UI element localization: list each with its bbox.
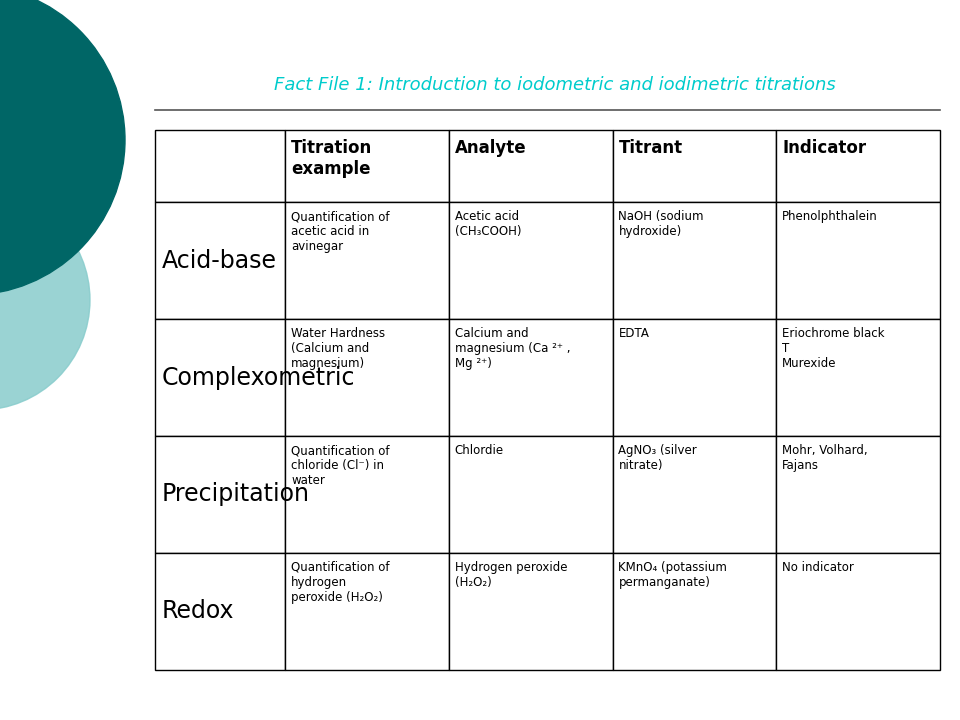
Text: EDTA: EDTA [618,327,649,340]
Bar [448,553,612,670]
Bar [155,319,285,436]
Text: Phenolphthalein: Phenolphthalein [782,210,878,223]
Text: Hydrogen peroxide
(H₂O₂): Hydrogen peroxide (H₂O₂) [455,561,567,589]
Text: Redox: Redox [162,600,234,624]
Bar [777,436,940,553]
Bar [777,130,940,202]
Bar [612,319,777,436]
Bar [448,202,612,319]
Text: NaOH (sodium
hydroxide): NaOH (sodium hydroxide) [618,210,704,238]
Bar [612,436,777,553]
Text: Chlordie: Chlordie [455,444,504,457]
Bar [285,202,448,319]
Text: Indicator: Indicator [782,139,866,157]
Text: Titrant: Titrant [618,139,683,157]
Bar [612,202,777,319]
Text: Quantification of
acetic acid in
avinegar: Quantification of acetic acid in avinega… [291,210,390,253]
Text: Calcium and
magnesium (Ca ²⁺ ,
Mg ²⁺): Calcium and magnesium (Ca ²⁺ , Mg ²⁺) [455,327,570,370]
Bar [448,319,612,436]
Text: Mohr, Volhard,
Fajans: Mohr, Volhard, Fajans [782,444,868,472]
Bar [285,436,448,553]
Bar [155,436,285,553]
Bar [285,319,448,436]
Text: Analyte: Analyte [455,139,526,157]
Text: Titration
example: Titration example [291,139,372,178]
Bar [777,202,940,319]
Text: Eriochrome black
T
Murexide: Eriochrome black T Murexide [782,327,885,370]
Text: Quantification of
chloride (Cl⁻) in
water: Quantification of chloride (Cl⁻) in wate… [291,444,390,487]
Text: Acid-base: Acid-base [162,248,277,272]
Text: Quantification of
hydrogen
peroxide (H₂O₂): Quantification of hydrogen peroxide (H₂O… [291,561,390,604]
Text: Complexometric: Complexometric [162,366,355,390]
Text: Precipitation: Precipitation [162,482,310,506]
Bar [448,436,612,553]
Bar [612,130,777,202]
Bar [155,202,285,319]
Bar [155,553,285,670]
Text: Water Hardness
(Calcium and
magnesium): Water Hardness (Calcium and magnesium) [291,327,385,370]
Bar [777,319,940,436]
Bar [285,130,448,202]
Bar [777,553,940,670]
Bar [612,553,777,670]
Bar [448,130,612,202]
Bar [155,130,285,202]
Circle shape [0,190,90,410]
Text: Acetic acid
(CH₃COOH): Acetic acid (CH₃COOH) [455,210,521,238]
Bar [285,553,448,670]
Circle shape [0,0,125,295]
Text: KMnO₄ (potassium
permanganate): KMnO₄ (potassium permanganate) [618,561,728,589]
Text: AgNO₃ (silver
nitrate): AgNO₃ (silver nitrate) [618,444,697,472]
Text: Fact File 1: Introduction to iodometric and iodimetric titrations: Fact File 1: Introduction to iodometric … [275,76,836,94]
Text: No indicator: No indicator [782,561,854,574]
